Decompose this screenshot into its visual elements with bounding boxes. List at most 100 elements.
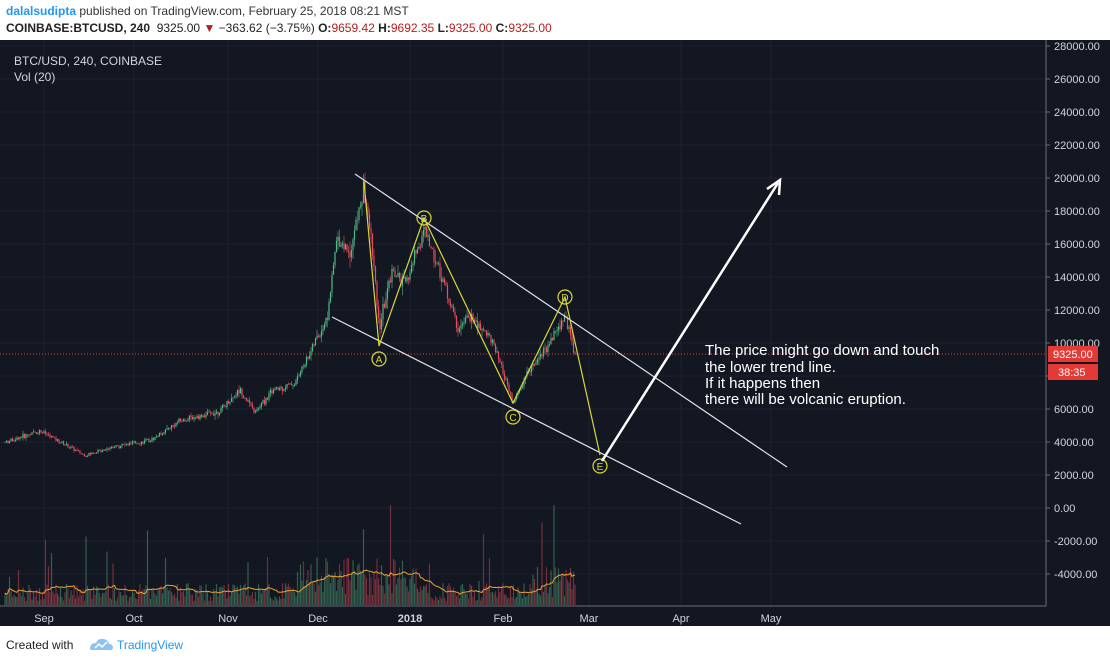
candle-body [47, 434, 50, 436]
volume-bar [307, 569, 309, 605]
candle-body [484, 330, 486, 332]
volume-bar [506, 598, 509, 605]
volume-bar [34, 596, 36, 605]
volume-bar [281, 583, 284, 605]
candle-body [25, 434, 27, 438]
candle-body [28, 434, 30, 436]
upper-trend-line[interactable] [354, 173, 788, 468]
volume-bar [11, 596, 14, 605]
candle-body [382, 304, 384, 320]
volume-bar [338, 564, 341, 605]
lower-trend-line[interactable] [331, 316, 742, 525]
last-price: 9325.00 [156, 21, 201, 35]
candle-body [136, 443, 138, 445]
candle-body [463, 322, 465, 324]
candle-body [53, 437, 56, 439]
candle-body [287, 383, 290, 385]
candle-body [436, 263, 438, 265]
wave-point-c[interactable]: C [505, 409, 521, 425]
candle-body [122, 444, 125, 446]
volume-bar [460, 585, 462, 605]
candle-body [259, 406, 261, 408]
price-axis-label: -2000.00 [1054, 536, 1097, 548]
author-link[interactable]: dalalsudipta [6, 4, 77, 18]
volume-bar [566, 579, 569, 605]
volume-bar [301, 580, 303, 605]
volume-bar [259, 589, 261, 605]
svg-text:C: C [509, 413, 516, 424]
volume-bar [140, 591, 143, 605]
candle-body [224, 406, 227, 408]
volume-bar [268, 584, 270, 605]
volume-bar [521, 598, 524, 605]
volume-bar [163, 586, 165, 605]
candle-body [149, 441, 152, 443]
candle-body [82, 453, 84, 455]
volume-bar [421, 590, 423, 605]
volume-bar [509, 587, 512, 605]
volume-bar [278, 596, 281, 605]
candle-body [557, 326, 560, 331]
candle-body [244, 397, 246, 399]
volume-bar [206, 590, 209, 605]
candle-body [389, 280, 392, 283]
volume-bar [283, 598, 285, 605]
wave-point-d[interactable]: D [557, 289, 573, 305]
candle-body [203, 415, 206, 417]
candle-body [193, 417, 195, 420]
price-axis[interactable]: 28000.00 26000.00 24000.00 22000.00 20000.00… [1046, 41, 1100, 581]
volume-bar [434, 595, 437, 605]
candle-body [19, 437, 21, 440]
candle-body [455, 315, 458, 328]
candle-body [79, 451, 81, 454]
price-axis-label: 12000.00 [1054, 305, 1100, 317]
wave-point-a[interactable]: A [371, 351, 387, 367]
chart-area[interactable]: A B C D E The price might go down and to… [0, 40, 1110, 626]
volume-bar [32, 592, 35, 605]
annotation-text[interactable]: The price might go down and touch the lo… [705, 342, 939, 408]
candle-body [347, 251, 350, 253]
candle-body [410, 264, 413, 273]
volume-bar [358, 563, 360, 605]
volume-bar [4, 593, 6, 605]
candle-body [554, 331, 557, 332]
volume-bar [44, 539, 47, 605]
candle-body [238, 389, 240, 394]
candle-body [184, 419, 186, 422]
candle-body [440, 277, 443, 282]
price-chart[interactable]: A B C D E The price might go down and to… [0, 40, 1110, 626]
candle-body [230, 398, 233, 402]
volume-bar [554, 567, 557, 605]
volume-bar [476, 599, 479, 605]
candle-body [302, 366, 305, 368]
candle-body [263, 400, 266, 405]
candle-body [182, 419, 185, 422]
volume-bar [532, 574, 534, 605]
tradingview-brand-link[interactable]: TradingView [117, 638, 184, 652]
candle-body [34, 431, 36, 433]
candle-body [55, 437, 57, 441]
volume-bar [106, 551, 108, 605]
wave-point-e[interactable]: E [592, 458, 608, 474]
volume-bar [107, 584, 110, 605]
volume-bar [74, 598, 77, 605]
time-axis[interactable]: Sep Oct Nov Dec 2018 Feb Mar Apr May [34, 613, 782, 625]
candle-body [235, 395, 237, 397]
projection-arrow[interactable] [600, 177, 782, 462]
candle-body [437, 263, 440, 265]
volume-bar [79, 589, 81, 605]
volume-bar [403, 577, 405, 605]
volume-bar [367, 595, 369, 605]
candle-body [392, 268, 395, 271]
time-axis-label: Apr [672, 613, 689, 625]
volume-bar [13, 594, 15, 605]
volume-bar [343, 559, 345, 605]
candle-body [511, 393, 513, 402]
candle-body [496, 351, 498, 353]
wave-point-b[interactable]: B [416, 210, 432, 226]
volume-bar [161, 593, 164, 605]
tradingview-logo-icon[interactable] [88, 636, 114, 652]
volume-bar [173, 593, 176, 605]
wave-pattern-line[interactable] [363, 181, 601, 456]
volume-bar [97, 587, 99, 605]
